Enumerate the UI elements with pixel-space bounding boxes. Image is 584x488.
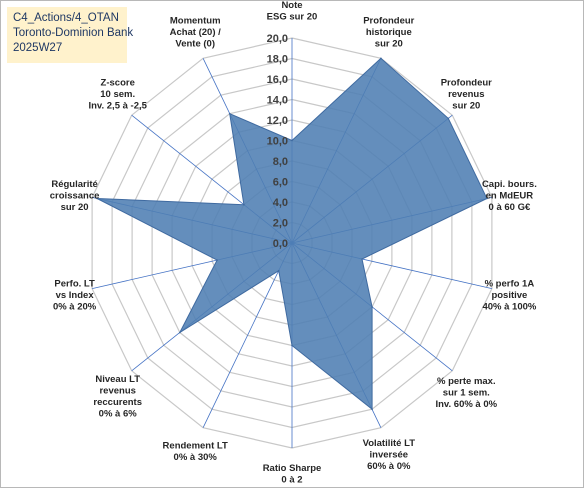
tick-label-0: 0,0 (273, 238, 288, 250)
axis-label-line: en MdEUR (486, 191, 534, 202)
axis-label-5: % perfo 1A positive 40% à 100% (482, 278, 536, 312)
axis-label-14: Momentum Achat (20) / Vente (0) (170, 16, 222, 50)
axis-label-11: Perfo. LT vs Index 0% à 20% (53, 278, 97, 312)
axis-label-line: 60% à 0% (367, 461, 411, 472)
data-point-8 (291, 344, 293, 347)
axis-label-line: % perte max. (437, 376, 496, 387)
axis-label-line: 0 à 2 (281, 475, 302, 486)
axis-label-line: Z-score (101, 77, 135, 88)
data-point-3 (447, 117, 450, 120)
axis-label-line: 0% à 6% (99, 408, 138, 419)
axis-label-7: Volatilité LT inversée 60% à 0% (363, 438, 416, 472)
axis-label-line: 10 sem. (100, 89, 135, 100)
tick-label-3: 6,0 (273, 177, 288, 189)
axis-label-12: Régularité croissance sur 20 (50, 179, 100, 213)
data-point-9 (277, 269, 280, 272)
axis-label-line: sur 1 sem. (443, 388, 490, 399)
data-point-10 (179, 331, 181, 334)
axis-label-line: sur 20 (375, 39, 403, 50)
axis-label-line: croissance (50, 191, 100, 202)
axis-label-line: Vente (0) (175, 39, 215, 50)
axis-label-1: Note ESG sur 20 (267, 0, 318, 23)
axis-label-line: Inv. 2,5 à -2,5 (88, 100, 147, 111)
title-line-3: 2025W27 (13, 42, 63, 54)
axis-label-line: Rendement LT (163, 440, 228, 451)
axis-label-line: sur 20 (452, 100, 480, 111)
tick-label-6: 12,0 (267, 115, 288, 127)
tick-label-4: 8,0 (273, 156, 288, 168)
axis-label-line: Momentum (170, 16, 221, 27)
tick-label-9: 18,0 (267, 54, 288, 66)
data-point-13 (243, 203, 245, 206)
data-point-7 (371, 408, 373, 411)
axis-label-line: reccurents (93, 397, 142, 408)
data-point-11 (216, 259, 218, 261)
axis-label-line: Achat (20) / (170, 27, 222, 38)
axis-label-line: revenus (99, 385, 135, 396)
axis-label-8: Ratio Sharpe 0 à 2 (263, 463, 322, 486)
axis-label-4: Capi. bours. en MdEUR 0 à 60 G€ (482, 179, 537, 213)
axis-label-line: sur 20 (61, 202, 89, 213)
tick-label-10: 20,0 (267, 33, 288, 45)
axis-label-line: historique (366, 27, 412, 38)
axis-label-3: Profondeur revenus sur 20 (441, 77, 492, 111)
axis-label-line: ESG sur 20 (267, 12, 318, 23)
axis-label-line: 0% à 30% (174, 452, 218, 463)
axis-label-2: Profondeur historique sur 20 (363, 16, 414, 50)
axis-label-10: Niveau LT revenus reccurents 0% à 6% (93, 374, 142, 420)
axis-label-line: Niveau LT (95, 374, 140, 385)
axis-label-line: Capi. bours. (482, 179, 537, 190)
axis-label-6: % perte max. sur 1 sem. Inv. 60% à 0% (435, 376, 497, 410)
title-line-2: Toronto-Dominion Bank (13, 27, 134, 39)
axis-label-line: Note (281, 0, 302, 11)
title-line-1: C4_Actions/4_OTAN (13, 12, 119, 24)
axis-label-line: 0% à 20% (53, 301, 97, 312)
axis-label-line: inversée (370, 450, 409, 461)
title-box: C4_Actions/4_OTAN Toronto-Dominion Bank … (7, 7, 134, 63)
axis-label-line: Inv. 60% à 0% (435, 399, 497, 410)
axis-label-line: Perfo. LT (54, 278, 95, 289)
spoke-9 (202, 242, 293, 428)
axis-label-line: % perfo 1A (485, 278, 535, 289)
axis-label-13: Z-score 10 sem. Inv. 2,5 à -2,5 (88, 77, 147, 111)
tick-label-7: 14,0 (267, 95, 288, 107)
axis-label-line: Volatilité LT (363, 438, 416, 449)
axis-label-9: Rendement LT 0% à 30% (163, 440, 228, 463)
data-point-6 (371, 306, 373, 308)
axis-label-line: Ratio Sharpe (263, 463, 322, 474)
axis-label-line: 0 à 60 G€ (489, 202, 531, 213)
tick-label-8: 16,0 (267, 74, 288, 86)
data-point-5 (361, 258, 363, 260)
axis-label-line: 40% à 100% (482, 301, 536, 312)
axis-label-line: positive (491, 290, 527, 301)
axis-label-line: Régularité (51, 179, 97, 190)
axis-label-line: Profondeur (363, 16, 414, 27)
tick-label-5: 10,0 (267, 136, 288, 148)
data-point-12 (96, 197, 98, 200)
tick-label-2: 4,0 (273, 197, 288, 209)
data-point-14 (228, 112, 231, 115)
axis-label-line: vs Index (56, 290, 95, 301)
axis-label-line: Profondeur (441, 77, 492, 88)
data-point-2 (380, 57, 382, 60)
tick-label-1: 2,0 (273, 218, 288, 230)
data-point-1 (291, 139, 293, 142)
axis-label-line: revenus (448, 89, 484, 100)
data-point-4 (486, 197, 488, 200)
